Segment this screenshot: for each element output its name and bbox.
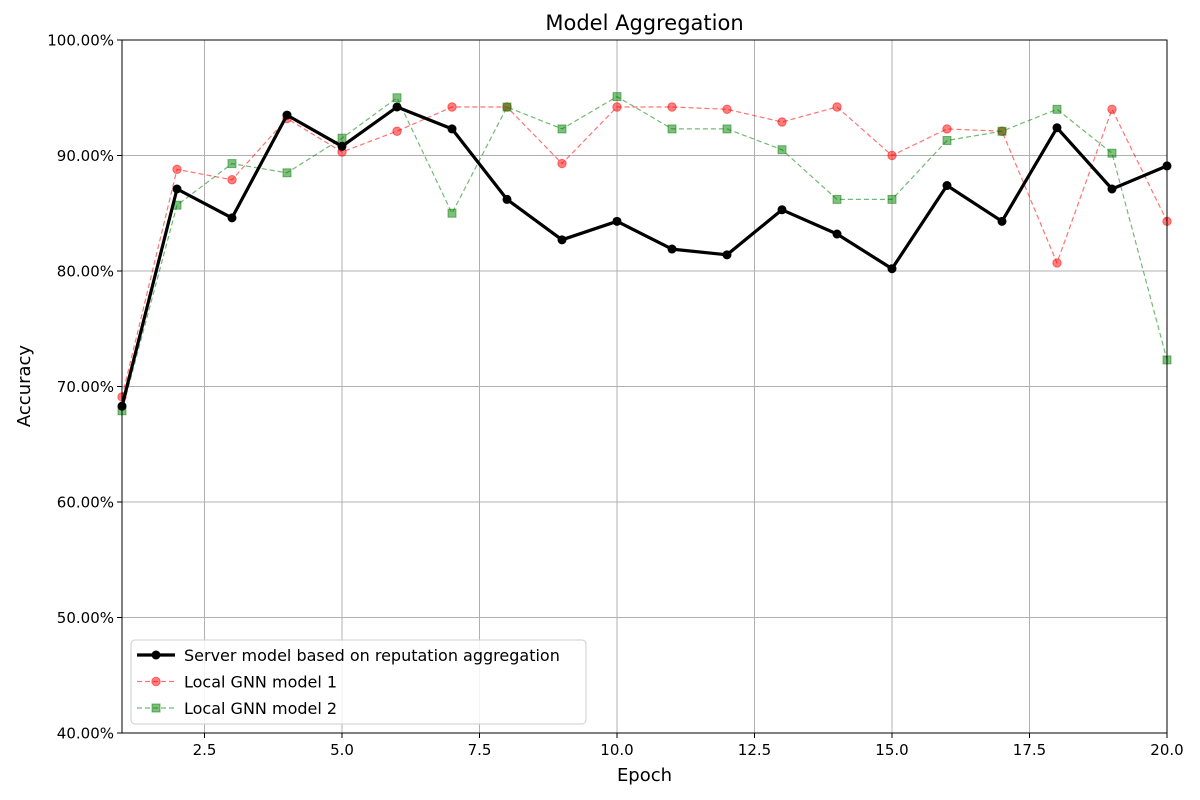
data-point-s1 bbox=[667, 244, 677, 254]
data-point-s3 bbox=[612, 92, 622, 102]
data-point-s2 bbox=[172, 164, 182, 175]
x-tick-label: 20.0 bbox=[1150, 741, 1183, 759]
legend: Server model based on reputation aggrega… bbox=[130, 639, 587, 725]
data-point-s1 bbox=[227, 213, 237, 223]
data-point-s1 bbox=[172, 184, 182, 194]
data-point-s2 bbox=[722, 104, 732, 115]
legend-label: Local GNN model 2 bbox=[184, 699, 337, 718]
legend-marker bbox=[151, 676, 161, 687]
x-tick-label: 17.5 bbox=[1013, 741, 1046, 759]
series-2 bbox=[117, 102, 1172, 402]
data-point-s3 bbox=[887, 194, 897, 204]
data-point-s1 bbox=[942, 181, 952, 191]
data-point-s3 bbox=[282, 168, 292, 178]
data-point-s3 bbox=[832, 194, 842, 204]
x-tick-label: 5.0 bbox=[330, 741, 354, 759]
y-tick-label: 40.00% bbox=[57, 725, 114, 743]
data-point-s1 bbox=[282, 110, 292, 120]
y-axis-title: Accuracy bbox=[14, 345, 35, 428]
series-1 bbox=[117, 102, 1172, 411]
x-tick-label: 2.5 bbox=[193, 741, 217, 759]
legend-box bbox=[130, 639, 587, 725]
data-point-s2 bbox=[832, 102, 842, 112]
data-point-s3 bbox=[1052, 104, 1062, 114]
data-point-s2 bbox=[557, 158, 567, 169]
data-point-s1 bbox=[502, 194, 512, 204]
data-point-s1 bbox=[392, 102, 402, 112]
data-point-s1 bbox=[777, 205, 787, 215]
tick-group: 2.5 5.0 7.5 10.0 12.5 15.0 17.5 20.0 40.00% 50.00… bbox=[47, 32, 1183, 760]
data-point-s1 bbox=[557, 235, 567, 245]
data-point-s1 bbox=[997, 216, 1007, 226]
x-tick-label: 15.0 bbox=[875, 741, 908, 759]
legend-item-2: Local GNN model 1 bbox=[137, 673, 337, 692]
data-point-s1 bbox=[722, 250, 732, 260]
series-line-2 bbox=[121, 106, 1168, 398]
y-tick-label: 60.00% bbox=[57, 494, 114, 512]
legend-item-3: Local GNN model 2 bbox=[137, 699, 337, 718]
legend-item-1: Server model based on reputation aggrega… bbox=[137, 646, 560, 665]
data-point-s1 bbox=[1052, 123, 1062, 133]
data-point-s1 bbox=[612, 216, 622, 226]
data-point-s3 bbox=[722, 124, 732, 134]
data-point-s1 bbox=[337, 141, 347, 151]
series-line-3 bbox=[121, 95, 1168, 411]
data-point-s3 bbox=[942, 135, 952, 145]
x-tick-label: 10.0 bbox=[600, 741, 633, 759]
data-point-s2 bbox=[1107, 104, 1117, 115]
x-tick-label: 12.5 bbox=[738, 741, 771, 759]
data-point-s1 bbox=[1107, 184, 1117, 194]
data-point-s3 bbox=[392, 93, 402, 103]
data-point-s2 bbox=[777, 117, 787, 127]
series-3 bbox=[117, 92, 1172, 416]
data-point-s3 bbox=[997, 126, 1007, 136]
data-point-s1 bbox=[832, 229, 842, 239]
series-line-1 bbox=[120, 105, 1168, 407]
legend-label: Server model based on reputation aggrega… bbox=[184, 646, 560, 665]
data-point-s2 bbox=[942, 124, 952, 134]
legend-label: Local GNN model 1 bbox=[184, 673, 337, 692]
data-point-s2 bbox=[392, 126, 402, 136]
data-point-s3 bbox=[502, 102, 512, 112]
data-point-s3 bbox=[337, 133, 347, 143]
data-point-s1 bbox=[887, 264, 897, 274]
data-point-s2 bbox=[447, 102, 457, 112]
chart-title: Model Aggregation bbox=[545, 11, 743, 35]
x-tick-label: 7.5 bbox=[468, 741, 492, 759]
data-point-s3 bbox=[227, 159, 237, 169]
y-tick-label: 90.00% bbox=[57, 147, 114, 165]
y-tick-label: 80.00% bbox=[57, 263, 114, 281]
legend-marker bbox=[151, 650, 161, 660]
data-point-s3 bbox=[667, 124, 677, 134]
series-group bbox=[117, 92, 1172, 416]
data-point-s3 bbox=[557, 124, 567, 134]
data-point-s2 bbox=[612, 102, 622, 112]
x-axis-title: Epoch bbox=[617, 765, 672, 786]
data-point-s3 bbox=[1107, 148, 1117, 158]
data-point-s3 bbox=[777, 145, 787, 155]
y-tick-label: 100.00% bbox=[47, 32, 114, 50]
data-point-s2 bbox=[1052, 258, 1062, 268]
legend-marker bbox=[151, 703, 161, 713]
data-point-s2 bbox=[227, 175, 237, 185]
y-tick-label: 70.00% bbox=[57, 378, 114, 396]
y-tick-label: 50.00% bbox=[57, 609, 114, 627]
data-point-s3 bbox=[447, 208, 457, 218]
data-point-s2 bbox=[887, 150, 897, 161]
data-point-s2 bbox=[667, 102, 677, 112]
grid bbox=[122, 40, 1168, 733]
data-point-s1 bbox=[447, 124, 457, 134]
